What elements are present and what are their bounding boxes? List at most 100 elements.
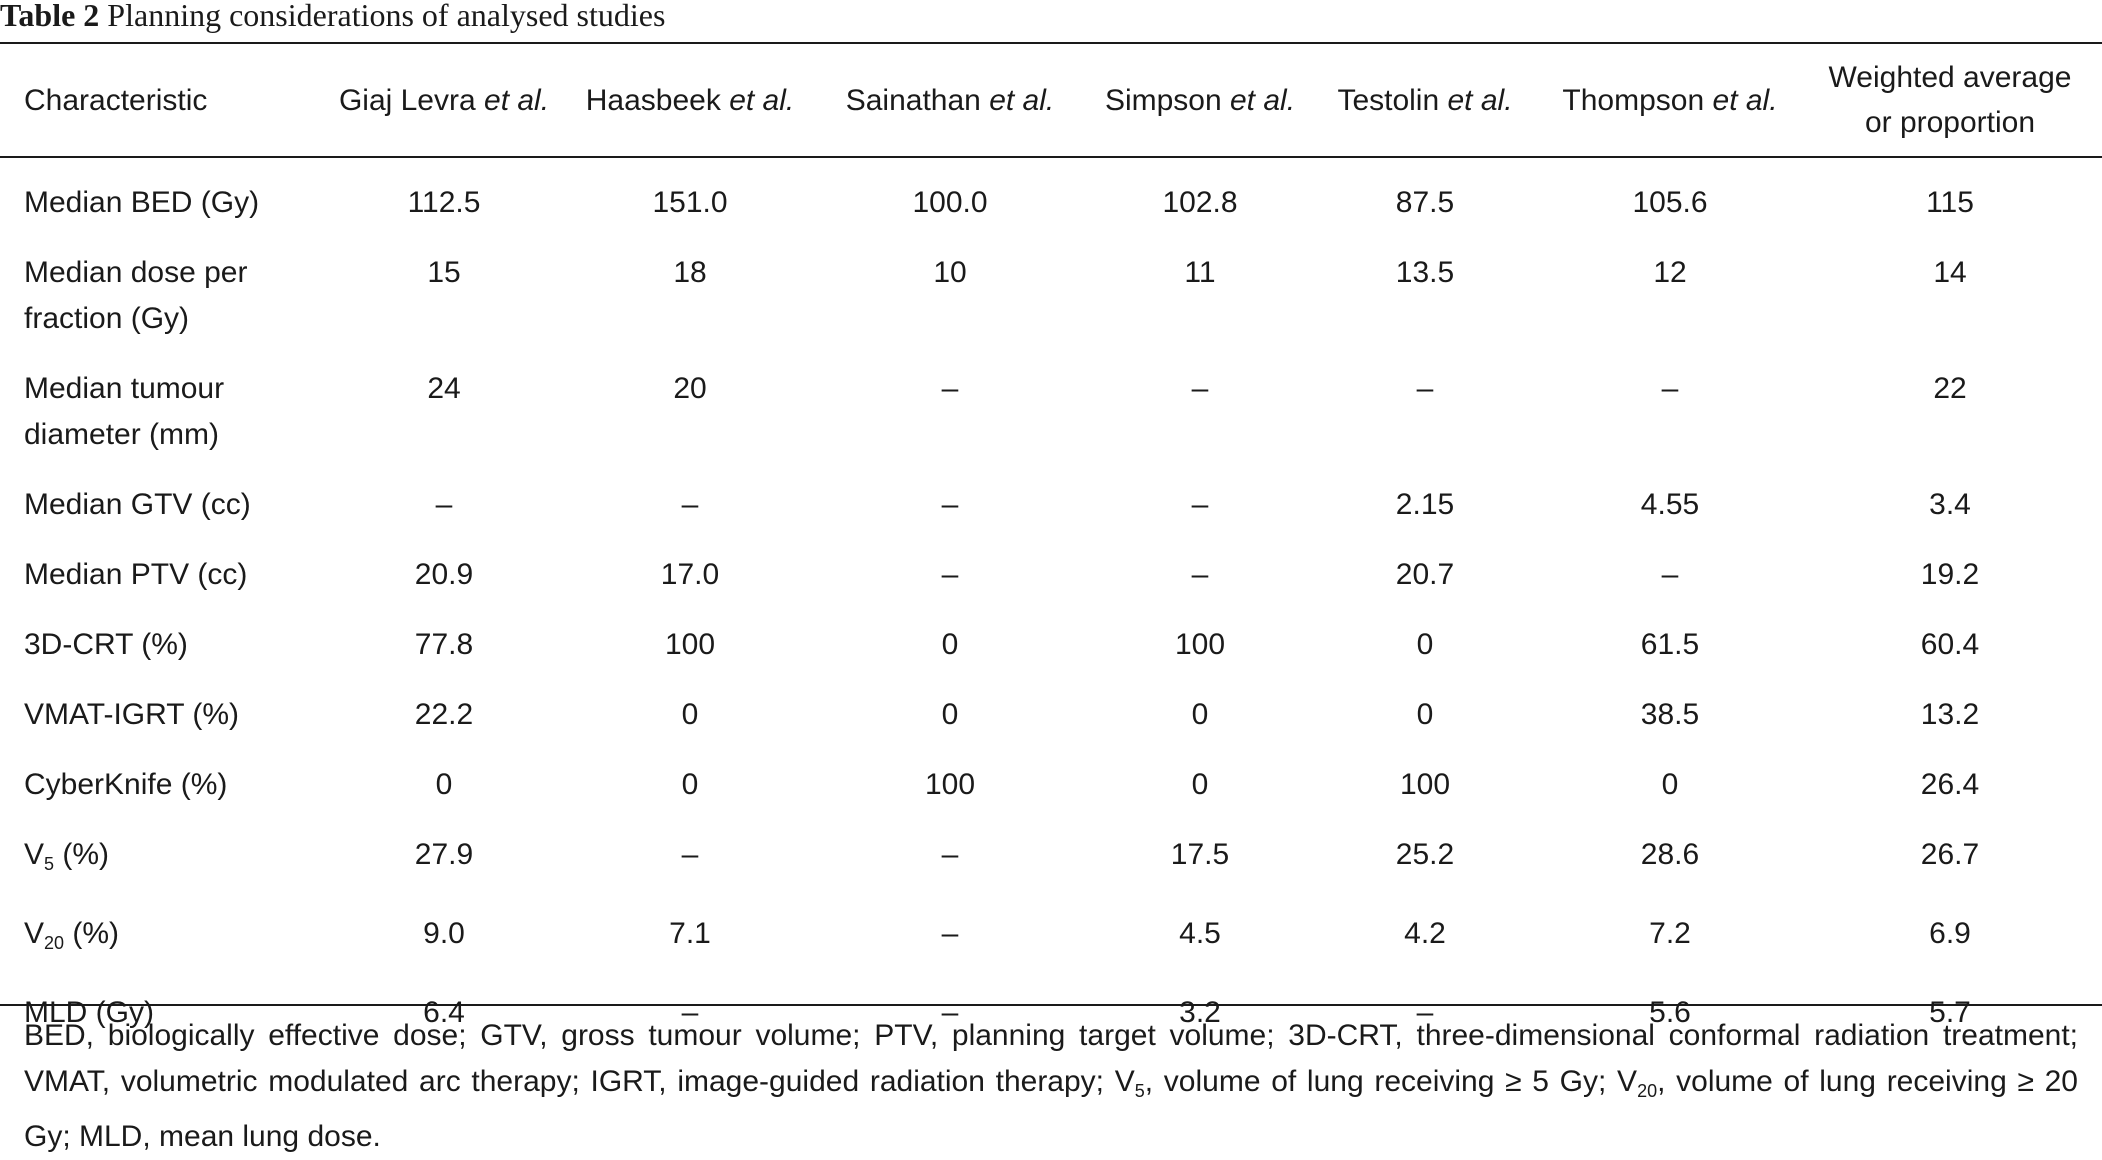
- cell: 28.6: [1640, 838, 1700, 871]
- bottom-rule: [0, 1004, 2102, 1006]
- study-name: Thompson: [1562, 83, 1705, 117]
- cell: 15: [427, 256, 461, 289]
- table-row: Median GTV (cc) – – – – 2.15 4.55 3.4: [0, 458, 2102, 528]
- col-header-study: Giaj Levra et al.: [316, 44, 572, 156]
- cell: 18: [673, 256, 707, 289]
- cell: 4.5: [1179, 917, 1221, 950]
- cell: 3.4: [1929, 488, 1971, 521]
- study-name: Giaj Levra: [338, 83, 476, 117]
- cell: 24: [427, 372, 461, 405]
- cell: 0: [1191, 768, 1209, 801]
- row-label: Median GTV (cc): [24, 488, 251, 521]
- cell: 12: [1653, 256, 1687, 289]
- col-header-study: Testolin et al.: [1308, 44, 1542, 156]
- row-label-rest: (%): [54, 838, 110, 871]
- cell: 26.7: [1920, 838, 1980, 871]
- cell: 11: [1184, 256, 1216, 289]
- weighted-line2: or proportion: [1864, 106, 2036, 139]
- cell: 9.0: [423, 917, 465, 950]
- top-rule: [0, 42, 2102, 44]
- cell: 112.5: [407, 186, 481, 219]
- cell: –: [1191, 558, 1209, 591]
- cell: –: [941, 488, 959, 521]
- cell: 0: [1661, 768, 1679, 801]
- table-row: Median PTV (cc) 20.9 17.0 – – 20.7 – 19.…: [0, 528, 2102, 598]
- cell: –: [1416, 372, 1434, 405]
- cell: 22.2: [414, 698, 474, 731]
- row-label: Median tumour diameter (mm): [0, 342, 316, 458]
- cell: 0: [1191, 698, 1209, 731]
- study-etal: et al.: [1447, 83, 1513, 117]
- footnote-text: , volume of lung receiving ≥ 5 Gy; V: [1144, 1065, 1638, 1098]
- study-etal: et al.: [484, 83, 550, 117]
- table-row: V20 (%) 9.0 7.1 – 4.5 4.2 7.2 6.9: [0, 887, 2102, 966]
- header-rule: [0, 156, 2102, 158]
- header-row: Characteristic Giaj Levra et al. Haasbee…: [0, 44, 2102, 156]
- cell: 100: [924, 768, 976, 801]
- weighted-line1: Weighted average: [1828, 61, 2072, 94]
- row-label-line1: Median dose per: [24, 256, 248, 289]
- cell: 60.4: [1920, 628, 1980, 661]
- study-etal: et al.: [1712, 83, 1778, 117]
- cell: 14: [1933, 256, 1967, 289]
- cell: –: [941, 996, 959, 1029]
- table-caption-label: Table 2: [0, 0, 100, 33]
- footnote-text: BED, biologically effective dose; GTV, g…: [24, 1019, 2078, 1098]
- cell: 17.0: [660, 558, 720, 591]
- cell: 6.9: [1929, 917, 1971, 950]
- cell: 13.5: [1395, 256, 1455, 289]
- table-row: Median BED (Gy) 112.5 151.0 100.0 102.8 …: [0, 156, 2102, 226]
- cell: 5.6: [1649, 996, 1691, 1029]
- cell: 7.1: [669, 917, 711, 950]
- cell: 10: [933, 256, 967, 289]
- cell: 27.9: [414, 838, 474, 871]
- cell: 4.55: [1640, 488, 1700, 521]
- table-row: CyberKnife (%) 0 0 100 0 100 0 26.4: [0, 738, 2102, 808]
- cell: 0: [435, 768, 453, 801]
- table-row: V5 (%) 27.9 – – 17.5 25.2 28.6 26.7: [0, 808, 2102, 887]
- cell: 0: [1416, 698, 1434, 731]
- study-name: Testolin: [1337, 83, 1440, 117]
- cell: 105.6: [1632, 186, 1708, 219]
- row-label: 3D-CRT (%): [24, 628, 188, 661]
- cell: 77.8: [414, 628, 474, 661]
- cell: 102.8: [1162, 186, 1238, 219]
- footnote-sub: 20: [1637, 1081, 1658, 1101]
- cell: –: [941, 917, 959, 950]
- col-header-study: Sainathan et al.: [808, 44, 1092, 156]
- cell: 26.4: [1920, 768, 1980, 801]
- table-row: Median dose per fraction (Gy) 15 18 10 11…: [0, 226, 2102, 342]
- row-label-line2: fraction (Gy): [24, 302, 190, 335]
- planning-table: Characteristic Giaj Levra et al. Haasbee…: [0, 44, 2102, 1036]
- cell: 7.2: [1649, 917, 1691, 950]
- footnote-sub: 5: [1134, 1081, 1145, 1101]
- row-label-sub: 5: [44, 854, 55, 874]
- col-header-characteristic: Characteristic: [24, 83, 208, 117]
- study-etal: et al.: [729, 83, 795, 117]
- col-header-study: Simpson et al.: [1092, 44, 1308, 156]
- study-etal: et al.: [989, 83, 1055, 117]
- row-label: Median dose per fraction (Gy): [0, 226, 316, 342]
- study-etal: et al.: [1230, 83, 1296, 117]
- table-caption: Table 2 Planning considerations of analy…: [0, 0, 665, 34]
- cell: –: [941, 838, 959, 871]
- table-row: VMAT-IGRT (%) 22.2 0 0 0 0 38.5 13.2: [0, 668, 2102, 738]
- cell: –: [1191, 488, 1209, 521]
- row-label-sub: 20: [44, 933, 65, 953]
- cell: 5.7: [1929, 996, 1971, 1029]
- row-label: Median BED (Gy): [24, 186, 260, 219]
- table-caption-text: Planning considerations of analysed stud…: [107, 0, 666, 33]
- cell: 0: [1416, 628, 1434, 661]
- cell: 87.5: [1395, 186, 1455, 219]
- col-header-weighted: Weighted average or proportion: [1798, 44, 2102, 156]
- row-label-rest: (%): [64, 917, 120, 950]
- cell: –: [1661, 372, 1679, 405]
- cell: 100: [664, 628, 716, 661]
- study-name: Sainathan: [845, 83, 981, 117]
- row-label: CyberKnife (%): [24, 768, 228, 801]
- cell: –: [681, 488, 699, 521]
- cell: 25.2: [1395, 838, 1455, 871]
- table-row: 3D-CRT (%) 77.8 100 0 100 0 61.5 60.4: [0, 598, 2102, 668]
- study-name: Haasbeek: [585, 83, 721, 117]
- cell: 6.4: [423, 996, 465, 1029]
